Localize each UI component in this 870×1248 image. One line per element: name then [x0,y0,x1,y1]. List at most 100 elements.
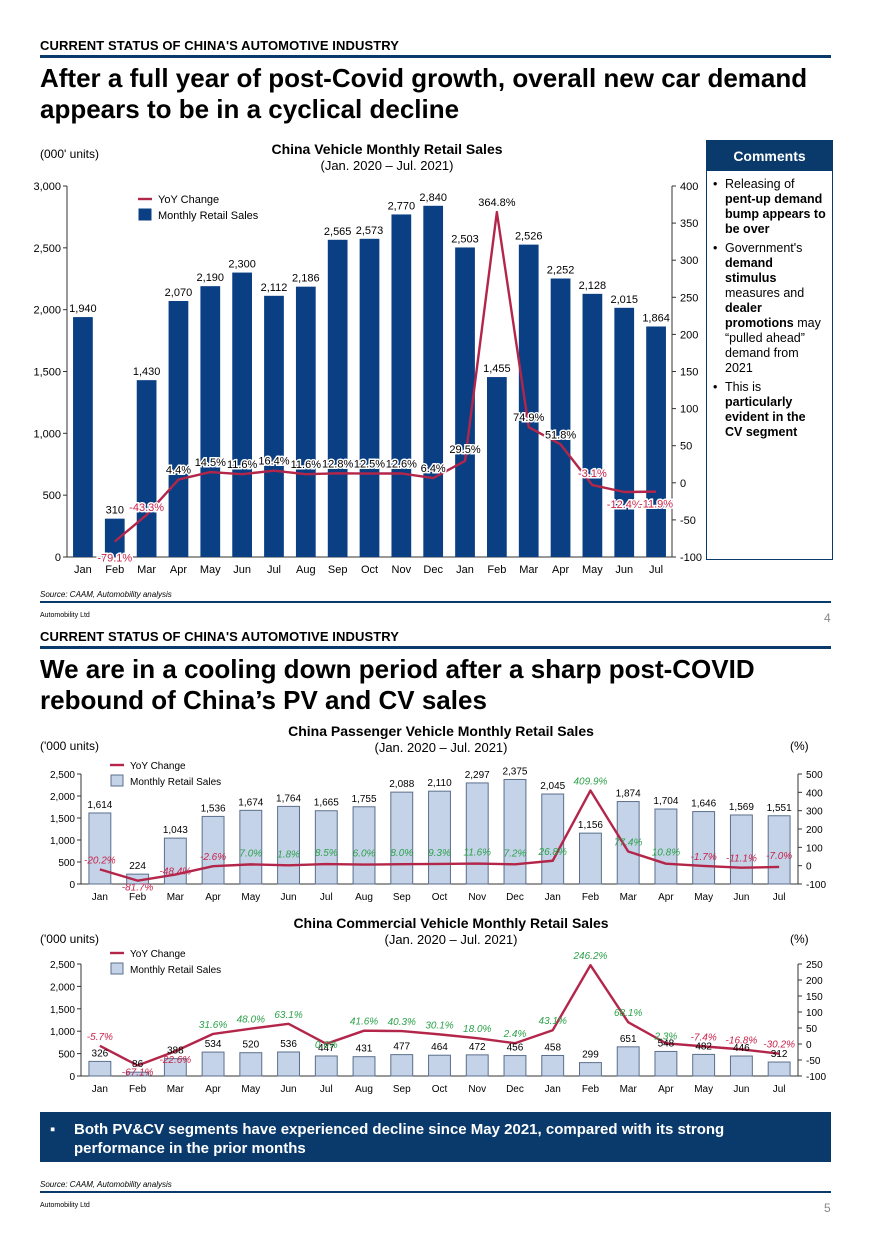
bar [582,293,603,557]
bar-value-label: 2,526 [515,231,543,243]
yoy-change-line [99,964,780,1067]
bar-value-label: 2,128 [579,280,607,292]
y-tick-label: 2,500 [33,243,61,255]
yoy-value-label: 6.4% [421,463,446,475]
bar [352,1056,376,1077]
bar [126,1071,150,1077]
bar-value-label: 2,503 [451,233,479,245]
x-tick-label: Sep [328,564,348,576]
chart-title: China Vehicle Monthly Retail Sales [271,141,502,157]
yoy-value-label: 409.9% [573,777,607,788]
bar [423,205,444,557]
footer-rule [40,601,831,603]
bar-value-label: 2,110 [427,778,452,789]
y-axis-unit-label: (000' units) [40,147,99,161]
yoy-value-label: 51.8% [545,429,576,441]
y2-tick-label: -100 [806,1072,826,1083]
bar-value-label: 1,614 [87,800,112,811]
yoy-value-label: 12.8% [322,458,353,470]
yoy-value-label: -1.7% [691,852,717,863]
page-title-line2: appears to be in a cyclical decline [40,94,460,124]
yoy-value-label: -11.1% [726,854,757,865]
y-tick-label: 1,000 [50,1027,75,1038]
x-tick-label: Apr [205,892,221,903]
x-tick-label: Aug [296,564,316,576]
yoy-value-label: 6.0% [353,849,376,860]
y2-tick-label: 0 [806,1040,812,1051]
bar [692,811,716,885]
footer-company: Automobility Ltd [40,612,90,619]
x-tick-label: Jun [733,892,749,903]
bar [614,307,635,557]
chart-subtitle: (Jan. 2020 – Jul. 2021) [385,932,518,947]
bar [390,1054,414,1077]
y2-tick-label: 200 [680,329,698,341]
bar [136,380,157,557]
x-tick-label: Dec [506,1084,524,1095]
bar-value-label: 86 [132,1059,144,1070]
page-title: After a full year of post-Covid growth, … [40,63,840,125]
y-axis-unit-label: ('000 units) [40,739,99,753]
y-tick-label: 2,500 [50,960,75,971]
bar [646,326,666,557]
bar-value-label: 299 [582,1050,599,1061]
bar-value-label: 2,045 [540,781,565,792]
bar [264,295,284,557]
x-tick-label: Aug [355,892,373,903]
yoy-value-label: 74.9% [513,412,544,424]
yoy-value-label: 31.6% [199,1020,227,1031]
source-note: Source: CAAM, Automobility analysis [40,590,172,599]
legend-label-yoy: YoY Change [158,194,219,206]
bar [88,1060,112,1077]
bar [654,808,678,885]
bar-value-label: 1,665 [314,798,339,809]
bar-value-label: 1,755 [352,794,377,805]
bar [239,809,263,885]
x-tick-label: Oct [432,1084,448,1095]
chart-title: China Passenger Vehicle Monthly Retail S… [288,723,594,739]
y-tick-label: 1,500 [50,814,75,825]
bar-value-label: 534 [205,1039,222,1050]
y-tick-label: 2,500 [50,770,75,781]
x-tick-label: Feb [487,564,506,576]
bar [239,1052,263,1077]
bar-value-label: 326 [92,1048,109,1059]
yoy-value-label: -79.1% [97,552,132,564]
bar-value-label: 477 [393,1042,410,1053]
source-note: Source: CAAM, Automobility analysis [40,1180,172,1189]
x-tick-label: Jul [773,892,786,903]
x-tick-label: Mar [137,564,156,576]
bar [767,815,791,885]
bar-value-label: 1,569 [729,802,754,813]
y2-tick-label: 150 [806,992,823,1003]
x-tick-label: May [694,892,713,903]
bar-value-label: 2,186 [292,273,320,285]
yoy-value-label: 8.0% [390,848,413,859]
yoy-value-label: 7.0% [239,848,262,859]
yoy-value-label: 12.5% [354,459,385,471]
bar [277,1051,300,1077]
bar-value-label: 1,646 [691,799,716,810]
yoy-change-line [113,210,657,543]
bar [428,790,451,885]
yoy-value-label: 11.6% [291,459,322,471]
bar-value-label: 2,252 [547,265,575,277]
x-tick-label: Feb [582,892,600,903]
yoy-value-label: -12.4% [607,499,642,511]
bar-value-label: 1,536 [201,803,226,814]
x-tick-label: Aug [355,1084,373,1095]
yoy-value-label: 40.3% [388,1017,416,1028]
y2-tick-label: 350 [680,218,698,230]
page-title-line1: We are in a cooling down period after a … [40,654,755,684]
y-tick-label: 0 [69,880,75,891]
y-tick-label: 1,500 [33,367,61,379]
x-tick-label: Jan [456,564,474,576]
legend-label-sales: Monthly Retail Sales [130,777,221,788]
bar [729,814,753,885]
bar-value-label: 1,940 [69,303,97,315]
bar [503,779,527,885]
yoy-value-label: 14.5% [195,457,226,469]
legend-bar-swatch [138,208,152,221]
yoy-value-label: -48.4% [159,867,191,878]
y2-tick-label: 200 [806,825,823,836]
